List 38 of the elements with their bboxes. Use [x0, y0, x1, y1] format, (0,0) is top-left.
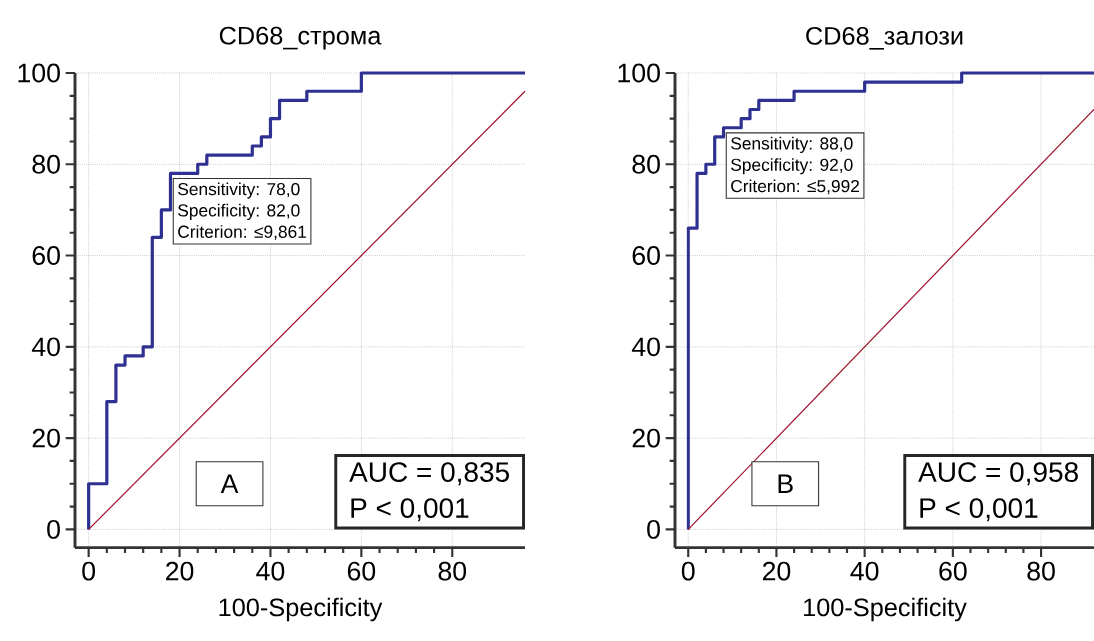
y-tick-label: 20 [632, 428, 660, 448]
y-tick-label: 60 [32, 246, 60, 265]
annotation: B [778, 474, 793, 493]
x-tick-label: 20 [166, 561, 194, 581]
y-tick-label: 40 [31, 337, 60, 357]
y-tick-label: 40 [631, 337, 660, 357]
y-tick-label: 80 [32, 154, 60, 174]
x-tick-label: 0 [681, 561, 695, 581]
x-tick-label: 60 [347, 561, 376, 581]
x-tick-label: 80 [438, 561, 467, 581]
annotation: Criterion: ≤9,861 [178, 225, 307, 240]
annotation: A [220, 474, 239, 493]
x-tick-label: 80 [1027, 561, 1055, 581]
chart-title: CD68_залози [806, 26, 963, 50]
x-tick-label: 0 [82, 561, 96, 581]
annotation: Sensitivity: 78,0 [178, 182, 300, 199]
chart-title: CD68_строма [219, 26, 382, 50]
y-tick-label: 80 [632, 154, 660, 174]
annotation: Criterion: ≤5,992 [731, 179, 859, 195]
x-axis-title: 100-Specificity [219, 597, 383, 622]
annotation: AUC = 0,958 [918, 462, 1078, 486]
x-axis-title: 100-Specificity [804, 597, 967, 622]
y-tick-label: 0 [647, 519, 660, 539]
x-tick-label: 20 [762, 561, 791, 581]
x-tick-label: 40 [256, 561, 285, 581]
y-tick-label: 100 [18, 63, 60, 83]
annotation: Sensitivity: 88,0 [731, 136, 853, 154]
annotation: Specificity: 92,0 [731, 158, 853, 175]
annotation: AUC = 0,835 [349, 462, 509, 486]
y-tick-label: 0 [47, 519, 60, 539]
y-tick-label: 20 [32, 428, 60, 448]
annotation: Specificity: 82,0 [178, 203, 300, 220]
x-tick-label: 60 [939, 561, 967, 581]
y-tick-label: 60 [632, 246, 660, 265]
y-tick-label: 100 [618, 63, 660, 83]
x-tick-label: 40 [850, 561, 879, 581]
annotation: P < 0,001 [920, 498, 1038, 522]
annotation: P < 0,001 [351, 498, 469, 522]
